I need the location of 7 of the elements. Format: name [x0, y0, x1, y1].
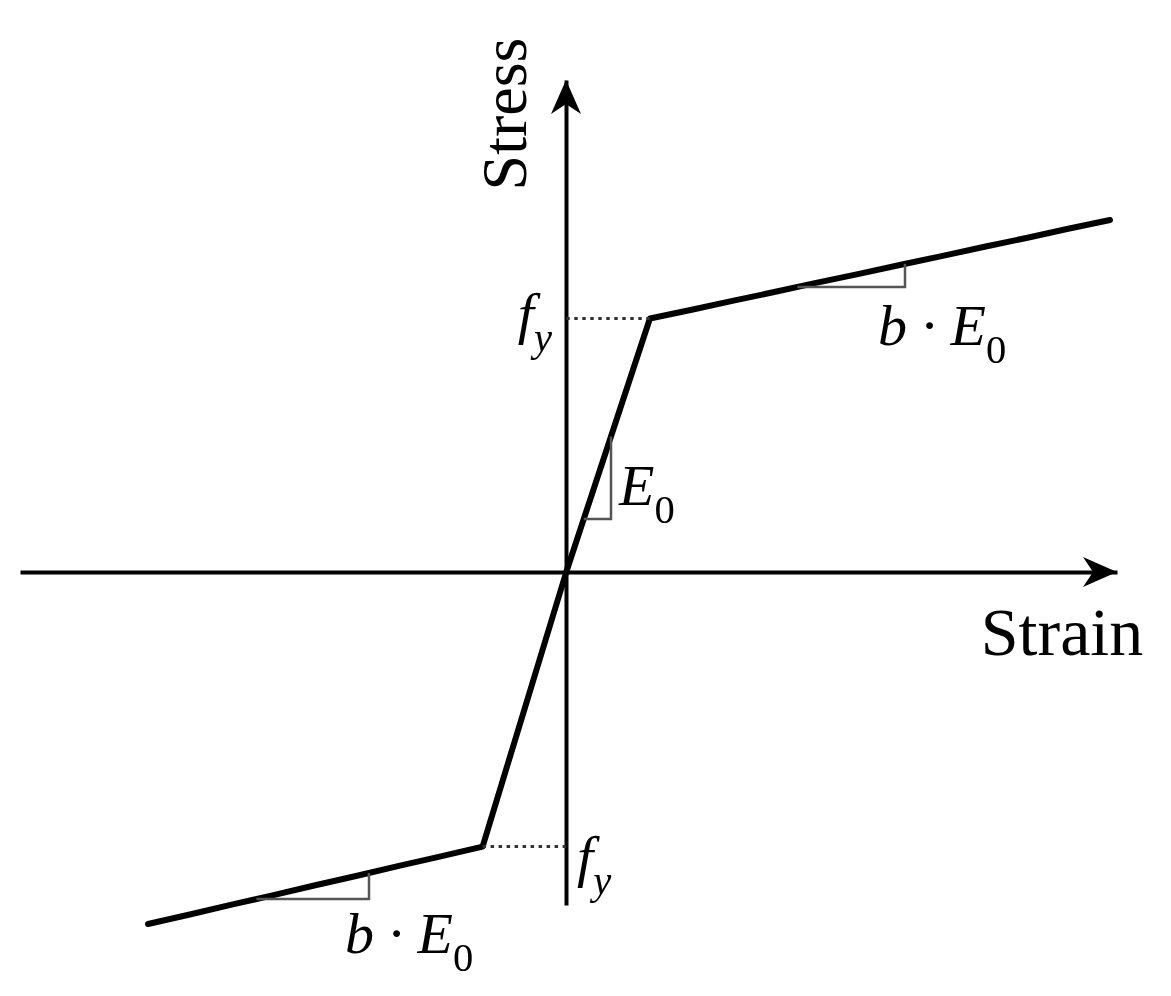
x-axis-title: Strain — [980, 594, 1144, 670]
annotation: b · E$_{0}$ — [878, 293, 1007, 373]
annotation: f$_{y}$ — [517, 280, 553, 360]
annotation: f$_{y}$ — [577, 823, 613, 903]
y-axis-title: Stress — [469, 37, 540, 191]
annotation: E$_{0}$ — [618, 453, 675, 533]
annotation: b · E$_{0}$ — [345, 901, 474, 981]
